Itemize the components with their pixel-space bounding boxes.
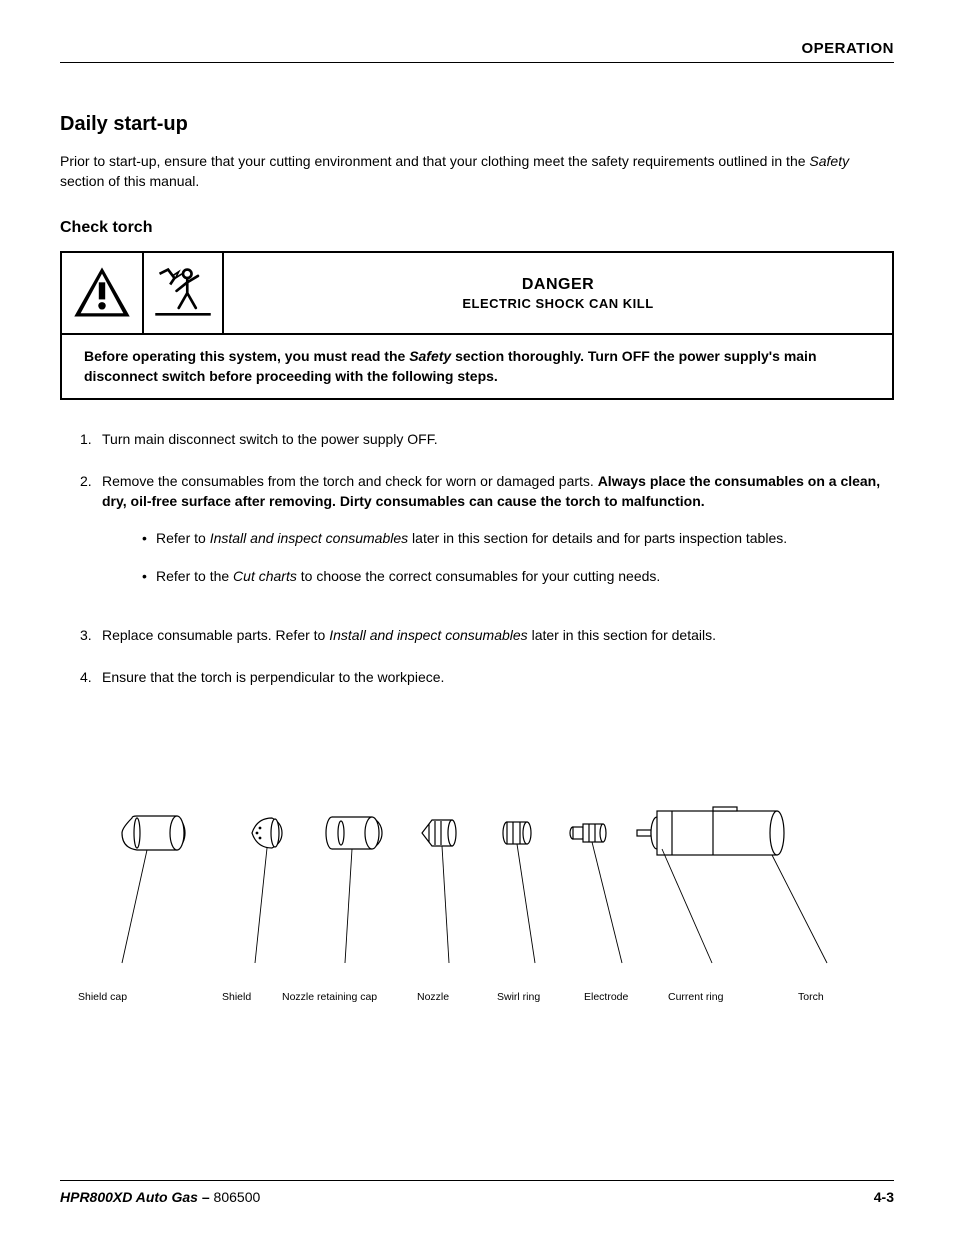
bullet-body: Refer to Install and inspect consumables… [156,529,787,549]
steps-list: 1. Turn main disconnect switch to the po… [60,430,894,687]
footer-page: 4-3 [874,1189,894,1205]
part-torch-assembly [637,807,784,855]
label-shield-cap: Shield cap [78,991,127,1003]
label-shield: Shield [222,991,251,1003]
intro-paragraph: Prior to start-up, ensure that your cutt… [60,152,894,191]
section-header: OPERATION [60,40,894,63]
footer-dash: – [198,1189,214,1205]
danger-body: Before operating this system, you must r… [62,335,892,398]
footer-docnum: 806500 [214,1189,261,1205]
label-nozzle-cap: Nozzle retaining cap [282,991,377,1003]
subsection-title: Check torch [60,219,894,237]
step-body: Turn main disconnect switch to the power… [102,430,894,450]
step2-bullets: • Refer to Install and inspect consumabl… [102,529,894,586]
step-body: Remove the consumables from the torch an… [102,472,894,604]
label-current-ring: Current ring [668,991,723,1003]
consumables-diagram: Shield cap Shield Nozzle retaining cap N… [60,788,894,988]
step-number: 4. [80,668,102,688]
bullet-mark: • [142,529,156,549]
danger-icons [62,253,224,333]
label-swirl-ring: Swirl ring [497,991,540,1003]
step3-pre: Replace consumable parts. Refer to [102,627,329,643]
step-4: 4. Ensure that the torch is perpendicula… [80,668,894,688]
step2-pre: Remove the consumables from the torch an… [102,473,598,489]
bullet-pre: Refer to [156,530,210,546]
step-number: 3. [80,626,102,646]
bullet-1: • Refer to Install and inspect consumabl… [142,529,894,549]
intro-italic: Safety [809,153,849,169]
section-label: OPERATION [801,40,894,57]
part-nozzle-retaining-cap [326,817,382,849]
step-number: 2. [80,472,102,604]
part-electrode [570,824,606,842]
label-electrode: Electrode [584,991,628,1003]
warning-triangle-icon [62,253,142,333]
danger-word: DANGER [522,276,594,294]
bullet-2: • Refer to the Cut charts to choose the … [142,567,894,587]
part-nozzle [422,820,456,846]
leader-lines [122,842,827,963]
step-body: Ensure that the torch is perpendicular t… [102,668,894,688]
danger-box: DANGER ELECTRIC SHOCK CAN KILL Before op… [60,251,894,400]
part-shield [252,818,282,848]
footer-product: HPR800XD Auto Gas [60,1189,198,1205]
bullet-italic: Install and inspect consumables [210,530,408,546]
step-1: 1. Turn main disconnect switch to the po… [80,430,894,450]
part-shield-cap [122,816,185,850]
danger-top-row: DANGER ELECTRIC SHOCK CAN KILL [62,253,892,335]
page-title: Daily start-up [60,113,894,136]
bullet-body: Refer to the Cut charts to choose the co… [156,567,660,587]
label-torch: Torch [798,991,824,1003]
bullet-mark: • [142,567,156,587]
step-2: 2. Remove the consumables from the torch… [80,472,894,604]
step-body: Replace consumable parts. Refer to Insta… [102,626,894,646]
label-nozzle: Nozzle [417,991,449,1003]
bullet-post: to choose the correct consumables for yo… [297,568,660,584]
electric-shock-icon [142,253,222,333]
bullet-post: later in this section for details and fo… [408,530,787,546]
part-swirl-ring [503,822,531,844]
diagram-svg [60,788,894,978]
step-3: 3. Replace consumable parts. Refer to In… [80,626,894,646]
danger-subtitle: ELECTRIC SHOCK CAN KILL [462,296,653,311]
bullet-italic: Cut charts [233,568,297,584]
step3-post: later in this section for details. [528,627,716,643]
step-number: 1. [80,430,102,450]
intro-pre: Prior to start-up, ensure that your cutt… [60,153,809,169]
danger-body-italic: Safety [409,348,451,364]
footer-left: HPR800XD Auto Gas – 806500 [60,1189,260,1205]
page-footer: HPR800XD Auto Gas – 806500 4-3 [60,1180,894,1205]
step3-italic: Install and inspect consumables [329,627,527,643]
bullet-pre: Refer to the [156,568,233,584]
intro-post: section of this manual. [60,173,199,189]
danger-body-pre: Before operating this system, you must r… [84,348,409,364]
danger-heading: DANGER ELECTRIC SHOCK CAN KILL [224,253,892,333]
